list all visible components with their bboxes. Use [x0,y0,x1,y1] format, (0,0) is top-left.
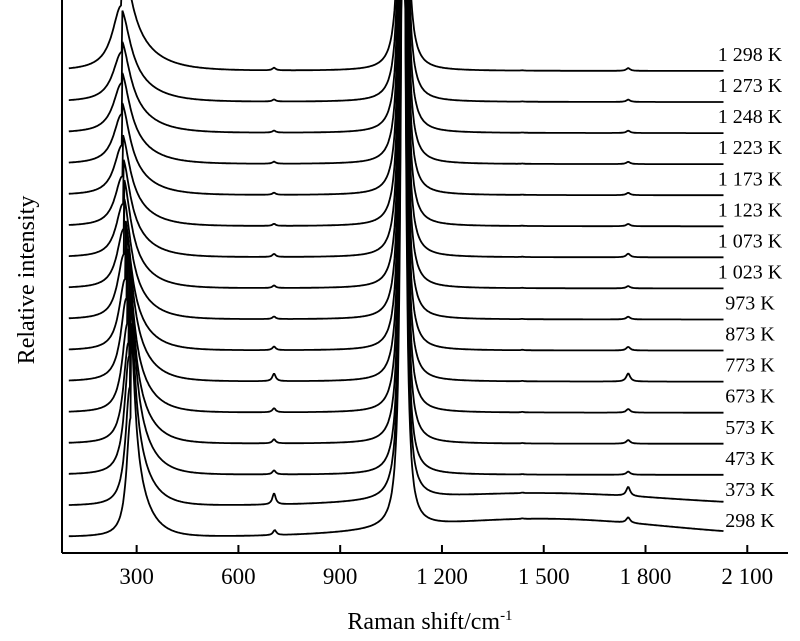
series-label: 373 K [725,479,775,501]
series-label: 298 K [725,510,775,532]
series-label: 1 073 K [718,230,783,252]
series-label: 1 223 K [718,137,783,159]
axes [61,0,788,554]
series-label: 873 K [725,324,775,346]
x-axis-title-main: Raman shift/cm [347,609,500,635]
series-label: 1 298 K [718,44,783,66]
series-label: 773 K [725,355,775,377]
x-tick-label: 300 [119,564,154,589]
series-label: 473 K [725,448,775,470]
x-tick-label: 1 500 [518,564,570,589]
series-label: 973 K [725,293,775,315]
spectrum-trace [68,0,724,259]
series-label: 673 K [725,386,775,408]
spectrum-trace [68,0,724,383]
spectrum-trace [68,0,724,476]
x-tick-label: 1 800 [620,564,672,589]
spectrum-trace [68,0,724,228]
x-tick-label: 600 [221,564,256,589]
series-label: 573 K [725,417,775,439]
series-label: 1 123 K [718,199,783,221]
spectrum-trace [68,0,724,538]
spectrum-trace [68,0,724,134]
series-label: 1 173 K [718,168,783,190]
x-axis-title: Raman shift/cm-1 [347,608,512,635]
x-ticks: 300 600 900 1 200 1 500 1 800 2 100 [119,545,773,589]
series-labels: 298 K 373 K 473 K 573 K 673 K 773 K 873 K 973 K… [718,44,783,532]
x-tick-label: 1 200 [416,564,468,589]
spectrum-trace [68,0,724,506]
spectrum-trace [68,0,724,72]
spectrum-trace [68,0,724,321]
spectrum-trace [68,0,724,414]
x-tick-label: 2 100 [721,564,773,589]
spectrum-trace [68,0,724,445]
spectrum-trace [68,0,724,290]
x-axis-title-sup: -1 [500,608,513,624]
spectrum-trace [68,0,724,352]
y-axis-title: Relative intensity [14,196,40,365]
spectra-traces [68,0,724,538]
spectrum-trace [68,0,724,103]
x-tick-label: 900 [323,564,358,589]
spectrum-trace [68,0,724,165]
series-label: 1 273 K [718,75,783,97]
series-label: 1 248 K [718,106,783,128]
spectrum-trace [68,0,724,197]
series-label: 1 023 K [718,261,783,283]
